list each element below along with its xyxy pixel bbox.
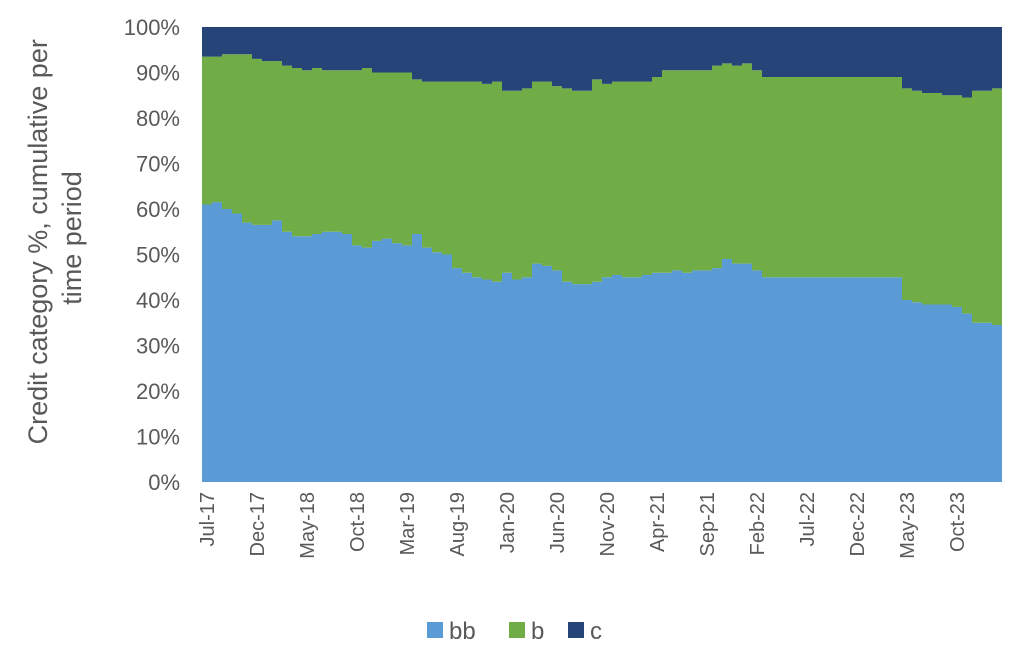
legend-swatch-c — [568, 622, 584, 638]
x-tick-label: Mar-19 — [397, 492, 419, 555]
x-tick-label: Jun-20 — [547, 492, 569, 553]
y-axis-label: Credit category %, cumulative per time p… — [23, 32, 87, 445]
y-tick-label: 20% — [136, 379, 180, 404]
x-tick-label: Aug-19 — [447, 492, 469, 557]
legend-label-b: b — [531, 618, 544, 645]
x-tick-label: Jul-17 — [197, 492, 219, 546]
x-tick-label: Jan-20 — [497, 492, 519, 553]
legend-label-c: c — [590, 618, 602, 645]
x-tick-label: Apr-21 — [647, 492, 669, 552]
series-area-c — [202, 27, 1002, 98]
legend-swatch-bb — [427, 622, 443, 638]
x-tick-label: Oct-18 — [347, 492, 369, 552]
y-axis-label-line-1: Credit category %, cumulative per — [23, 39, 53, 444]
y-tick-label: 100% — [124, 15, 180, 40]
x-tick-label: May-23 — [897, 492, 919, 559]
legend-label-bb: bb — [449, 618, 476, 645]
y-axis-label: Credit category %, cumulative per time p… — [23, 32, 87, 445]
series-area-bb — [202, 202, 1002, 482]
x-tick-label: Dec-17 — [247, 492, 269, 556]
y-tick-label: 50% — [136, 243, 180, 268]
y-tick-label: 10% — [136, 425, 180, 450]
x-tick-label: Nov-20 — [597, 492, 619, 556]
legend: bb b c — [427, 618, 602, 645]
y-axis-label-line-2: time period — [57, 171, 87, 305]
y-axis-ticks: 0% 10% 20% 30% 40% 50% 60% 70% 80% 90% 100% — [124, 15, 180, 495]
y-tick-label: 90% — [136, 61, 180, 86]
x-tick-label: Oct-23 — [947, 492, 969, 552]
y-tick-label: 0% — [148, 470, 180, 495]
series-area-b — [202, 54, 1002, 326]
y-tick-label: 80% — [136, 106, 180, 131]
y-tick-label: 70% — [136, 152, 180, 177]
y-tick-label: 60% — [136, 197, 180, 222]
plot-area — [202, 27, 1002, 482]
y-tick-label: 30% — [136, 334, 180, 359]
x-tick-label: May-18 — [297, 492, 319, 559]
x-tick-label: Feb-22 — [747, 492, 769, 555]
legend-swatch-b — [509, 622, 525, 638]
x-tick-label: Dec-22 — [847, 492, 869, 556]
x-axis-ticks: Jul-17 Dec-17 May-18 Oct-18 Mar-19 Aug-19 Jan-… — [197, 492, 969, 559]
x-tick-label: Jul-22 — [797, 492, 819, 546]
y-tick-label: 40% — [136, 288, 180, 313]
x-tick-label: Sep-21 — [697, 492, 719, 557]
